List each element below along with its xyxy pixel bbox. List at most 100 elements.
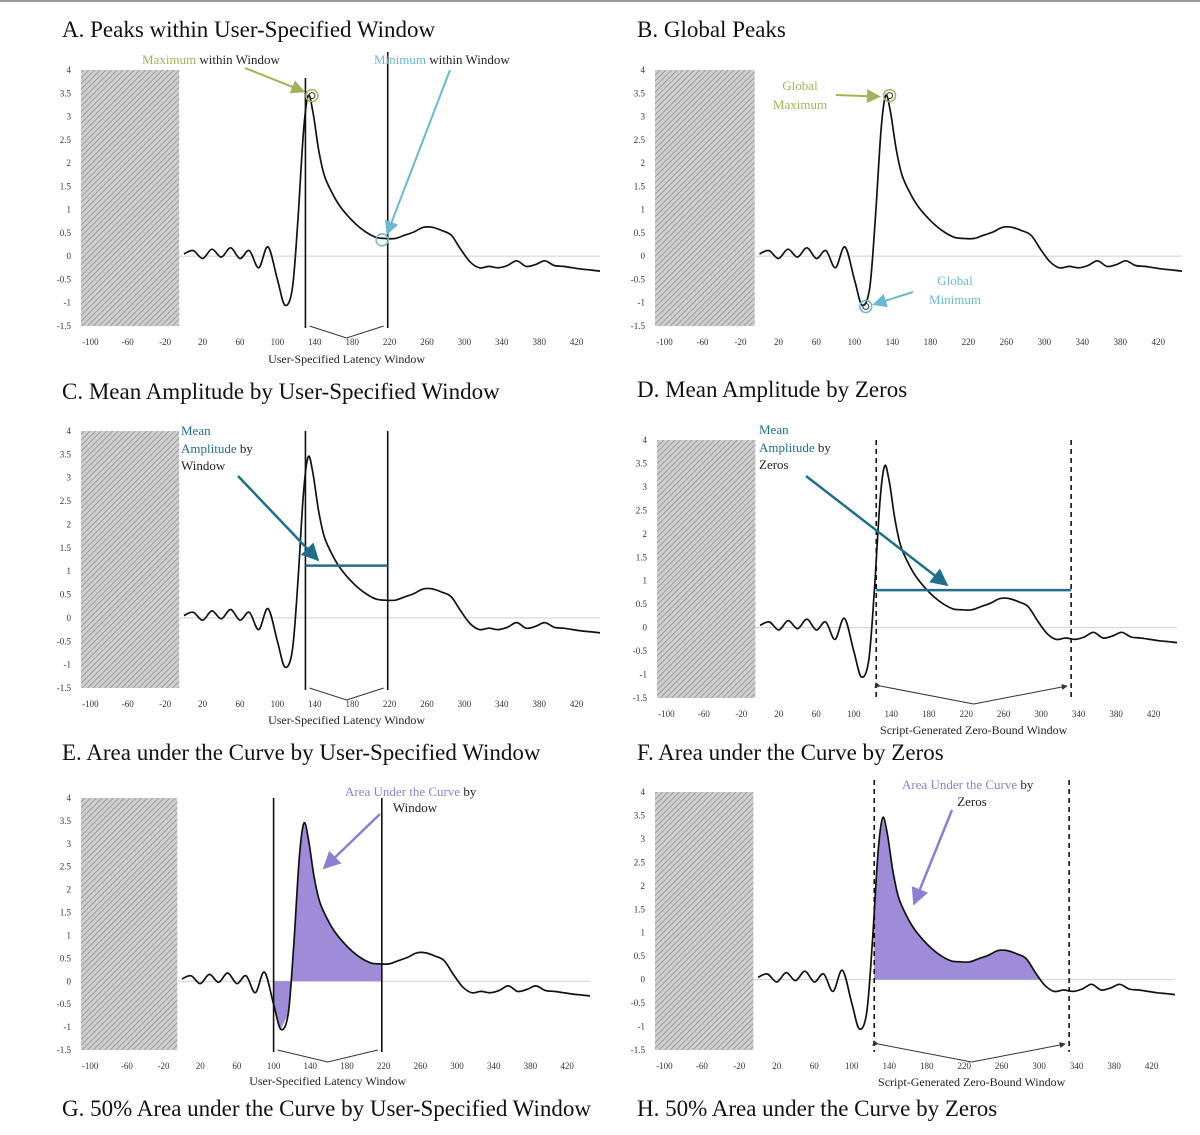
panel-e-ytick-9: -0.5 bbox=[57, 999, 72, 1009]
panel-b-xtick-6: 140 bbox=[886, 337, 900, 347]
panel-c-ytick-7: 0.5 bbox=[60, 590, 72, 600]
panel-a-ytick-7: 0.5 bbox=[60, 228, 72, 238]
panel-c-baseline-region bbox=[81, 431, 180, 688]
panel-d-erp-curve bbox=[759, 464, 1178, 679]
panel-e-xtick-10: 300 bbox=[450, 1061, 464, 1071]
panel-a-xtick-6: 140 bbox=[308, 337, 322, 347]
panel-c-xtick-8: 220 bbox=[383, 699, 397, 709]
panel-c-xtick-13: 420 bbox=[570, 699, 584, 709]
panel-d-ytick-4: 2 bbox=[643, 529, 648, 539]
panel-f-chart: Area Under the Curve by bbox=[655, 777, 1176, 1063]
panel-e-annotation-line1: Area Under the Curve by bbox=[345, 784, 477, 799]
panel-d-xtick-12: 380 bbox=[1109, 709, 1123, 719]
panel-d-ytick-5: 1.5 bbox=[636, 552, 648, 562]
panel-d-xtick-5: 100 bbox=[847, 709, 861, 719]
panel-d-chart: Amplitude by bbox=[657, 440, 1178, 705]
panel-c-annotation-line2: Amplitude by bbox=[181, 441, 253, 456]
panel-a-erp-curve bbox=[183, 94, 601, 307]
panel-b-xtick-4: 60 bbox=[812, 337, 822, 347]
panel-a-xtick-10: 300 bbox=[458, 337, 472, 347]
panel-c-ytick-6: 1 bbox=[67, 566, 72, 576]
panel-f-xtick-12: 380 bbox=[1107, 1061, 1121, 1071]
panel-d-xtick-4: 60 bbox=[812, 709, 822, 719]
panel-f-title: F. Area under the Curve by Zeros bbox=[637, 740, 944, 765]
panel-b-xtick-10: 300 bbox=[1038, 337, 1052, 347]
panel-a-ytick-8: 0 bbox=[67, 251, 72, 261]
panel-a-chart: Maximum within Window Minimum within Wind… bbox=[81, 52, 601, 339]
panel-d-xtick-6: 140 bbox=[884, 709, 898, 719]
panel-d-ytick-8: 0 bbox=[643, 623, 648, 633]
panel-f-xtick-11: 340 bbox=[1070, 1061, 1084, 1071]
panel-e-ytick-4: 2 bbox=[67, 885, 72, 895]
panel-a-ytick-10: -1 bbox=[64, 298, 72, 308]
panel-e-ytick-3: 2.5 bbox=[60, 862, 72, 872]
panel-c-xtick-2: -20 bbox=[159, 699, 171, 709]
panel-e-xtick-9: 260 bbox=[414, 1061, 428, 1071]
panel-b-baseline-region bbox=[655, 70, 755, 326]
panel-d-xtick-13: 420 bbox=[1147, 709, 1161, 719]
panel-a-ytick-6: 1 bbox=[67, 205, 72, 215]
panel-f-xtick-9: 260 bbox=[995, 1061, 1009, 1071]
panel-b-ytick-0: 4 bbox=[641, 65, 646, 75]
panel-e-area-under-curve bbox=[273, 823, 382, 1030]
panel-e-title: E. Area under the Curve by User-Specifie… bbox=[62, 740, 541, 765]
panel-d-xtick-11: 340 bbox=[1072, 709, 1086, 719]
panel-e-xtick-13: 420 bbox=[560, 1061, 574, 1071]
panel-f-ytick-0: 4 bbox=[641, 787, 646, 797]
panel-a-max-marker-inner bbox=[308, 92, 316, 100]
panel-f-ytick-8: 0 bbox=[641, 975, 646, 985]
panel-a-xtick-0: -100 bbox=[82, 337, 99, 347]
panel-e-ytick-8: 0 bbox=[67, 976, 72, 986]
panel-c-ytick-8: 0 bbox=[67, 613, 72, 623]
panel-e-ytick-5: 1.5 bbox=[60, 908, 72, 918]
panel-e-xtick-4: 60 bbox=[232, 1061, 242, 1071]
panel-a-xtick-13: 420 bbox=[570, 337, 584, 347]
panel-f-annotation-line1: Area Under the Curve by bbox=[902, 777, 1034, 792]
panel-a-xtick-5: 100 bbox=[271, 337, 285, 347]
panel-e-annotation-line1-part-0: Area Under the Curve bbox=[345, 784, 460, 799]
panel-b-min-arrow bbox=[872, 291, 914, 308]
panel-a-ytick-11: -1.5 bbox=[57, 321, 72, 331]
panel-b-xtick-7: 180 bbox=[924, 337, 938, 347]
panel-b-erp-curve bbox=[759, 94, 1183, 307]
panel-b-xtick-11: 340 bbox=[1076, 337, 1090, 347]
panel-f-xtick-8: 220 bbox=[957, 1061, 971, 1071]
panel-d-window-label: Script-Generated Zero-Bound Window bbox=[880, 723, 1068, 737]
panel-a-ytick-1: 3.5 bbox=[60, 88, 72, 98]
panel-c-title: C. Mean Amplitude by User-Specified Wind… bbox=[62, 379, 500, 404]
panel-d-baseline-region bbox=[657, 440, 756, 698]
panel-a-ytick-3: 2.5 bbox=[60, 135, 72, 145]
panel-d-ytick-6: 1 bbox=[643, 576, 648, 586]
panel-e-ytick-0: 4 bbox=[67, 793, 72, 803]
panel-e-xtick-11: 340 bbox=[487, 1061, 501, 1071]
panel-e-xtick-3: 20 bbox=[196, 1061, 206, 1071]
panel-b-title: B. Global Peaks bbox=[637, 17, 786, 42]
panel-f-annotation-line1-part-0: Area Under the Curve bbox=[902, 777, 1017, 792]
panel-b-xtick-5: 100 bbox=[848, 337, 862, 347]
panel-f-ytick-2: 3 bbox=[641, 834, 646, 844]
panel-b-min-annotation-line1: Global bbox=[937, 273, 973, 288]
panel-c-chart: Amplitude by bbox=[81, 431, 601, 701]
panel-a-xtick-2: -20 bbox=[159, 337, 171, 347]
panel-c-annotation-line2-part-1: by bbox=[237, 441, 254, 456]
panel-c-xtick-5: 100 bbox=[271, 699, 285, 709]
panel-b-max-annotation-line2: Maximum bbox=[773, 97, 827, 112]
panel-e-ytick-6: 1 bbox=[67, 930, 72, 940]
panel-f-ytick-9: -0.5 bbox=[631, 998, 646, 1008]
panel-b-xtick-8: 220 bbox=[962, 337, 976, 347]
panel-a-max-annotation-part-0: Maximum bbox=[142, 52, 196, 67]
panel-d-xtick-0: -100 bbox=[658, 709, 675, 719]
panel-c-xtick-0: -100 bbox=[82, 699, 99, 709]
panel-a-ytick-0: 4 bbox=[67, 65, 72, 75]
panel-c-ytick-1: 3.5 bbox=[60, 449, 72, 459]
panel-e-ytick-10: -1 bbox=[64, 1022, 72, 1032]
panel-g-title: G. 50% Area under the Curve by User-Spec… bbox=[62, 1096, 591, 1121]
panel-b-ytick-3: 2.5 bbox=[634, 135, 646, 145]
panel-e-chart: Area Under the Curve by bbox=[81, 784, 591, 1063]
panel-f-ytick-10: -1 bbox=[638, 1022, 646, 1032]
panel-f-annotation-line1-part-1: by bbox=[1017, 777, 1034, 792]
panel-e-xtick-1: -60 bbox=[121, 1061, 133, 1071]
panel-d-annotation-line3: Zeros bbox=[759, 457, 789, 472]
panel-c-annotation-line1: Mean bbox=[181, 423, 211, 438]
